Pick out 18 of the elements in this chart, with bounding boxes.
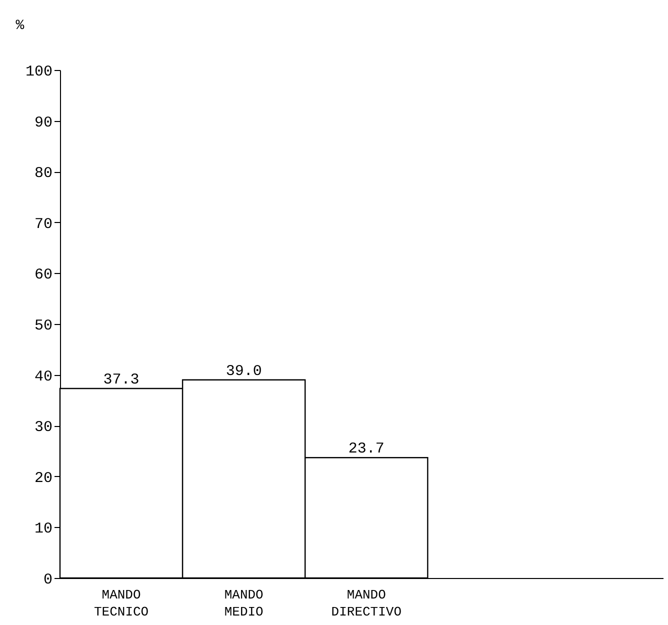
y-tick-label: 0 [43, 572, 52, 588]
x-tick-label: MANDO DIRECTIVO [331, 588, 402, 620]
y-tick-label: 40 [34, 368, 52, 386]
y-tick-label: 60 [34, 266, 52, 284]
y-tick-label: 70 [34, 216, 52, 233]
x-tick-label: MANDO TECNICO [94, 588, 149, 620]
data-label: 39.0 [226, 362, 262, 380]
y-tick-label: 30 [34, 419, 52, 436]
y-tick-label: 10 [34, 520, 52, 538]
data-label: 23.7 [348, 440, 384, 458]
y-tick-label: 80 [34, 165, 52, 182]
x-tick-label: MANDO MEDIO [224, 588, 264, 620]
y-tick-label: 50 [34, 318, 52, 334]
y-tick-label: 20 [34, 470, 52, 487]
y-tick-label: 100 [25, 64, 52, 80]
y-axis-title: % [16, 18, 25, 34]
data-label: 37.3 [103, 372, 140, 389]
y-tick-label: 90 [34, 114, 52, 132]
